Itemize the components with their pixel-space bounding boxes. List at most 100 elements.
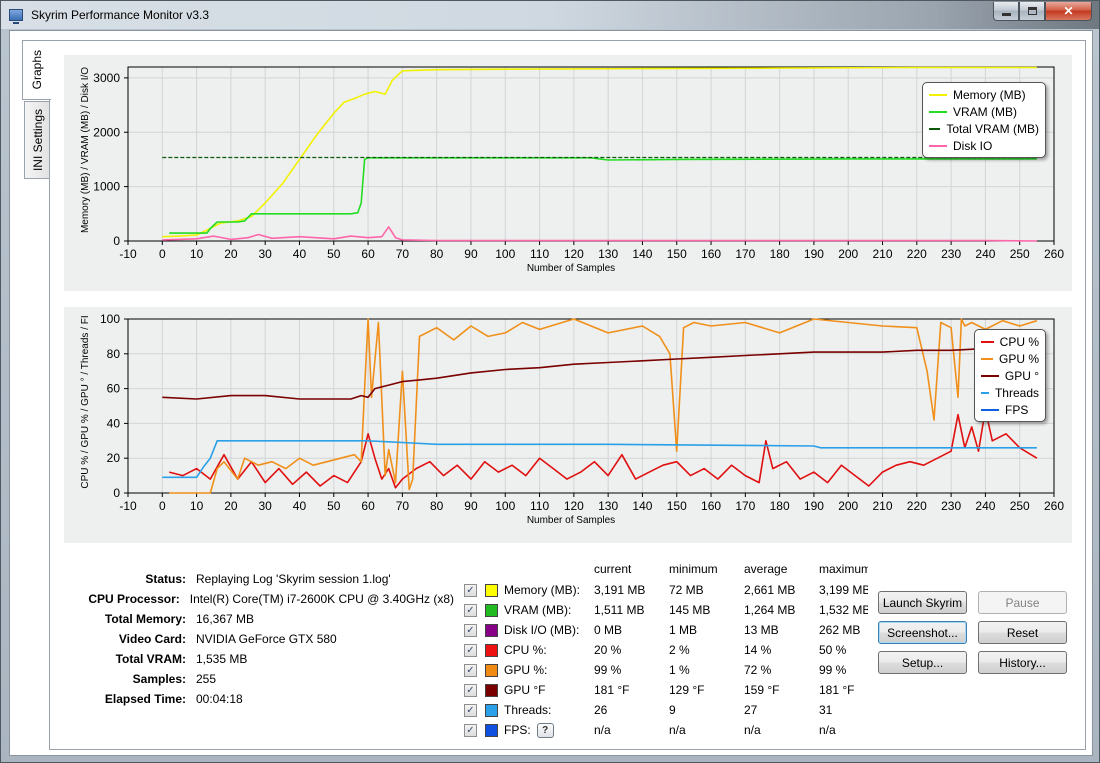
info-row-cpu: CPU Processor: Intel(R) Core(TM) i7-2600…: [74, 589, 454, 609]
y-tick-label: 1000: [93, 180, 120, 194]
tab-ini-settings[interactable]: INI Settings: [24, 101, 50, 179]
legend-item: GPU °: [981, 367, 1039, 384]
y-tick-label: 100: [100, 312, 120, 326]
stat-current: 26: [594, 703, 608, 717]
legend-swatch: [929, 93, 947, 96]
tab-graphs[interactable]: Graphs: [22, 40, 51, 100]
stat-name-text: GPU %:: [504, 663, 548, 677]
stat-average: 1,264 MB: [744, 603, 796, 617]
series-visibility-checkbox[interactable]: ✓: [464, 724, 477, 737]
stat-row: ✓ GPU °F 181 °F 129 °F 159 °F 181 °F: [464, 681, 868, 701]
x-tick-label: 230: [941, 499, 961, 513]
setup-button[interactable]: Setup...: [878, 651, 967, 674]
history-button[interactable]: History...: [978, 651, 1067, 674]
x-axis-title: Number of Samples: [527, 515, 615, 526]
x-tick-label: 250: [1010, 499, 1030, 513]
title-bar[interactable]: Skyrim Performance Monitor v3.3 ✕: [1, 1, 1099, 29]
stat-maximum: 31: [819, 703, 833, 717]
series-visibility-checkbox[interactable]: ✓: [464, 664, 477, 677]
cpu-processor-value: Intel(R) Core(TM) i7-2600K CPU @ 3.40GHz…: [189, 592, 454, 606]
series-visibility-checkbox[interactable]: ✓: [464, 684, 477, 697]
legend-item: FPS: [981, 401, 1039, 418]
stat-name-text: FPS:: [504, 723, 531, 737]
header-current: current: [594, 562, 632, 576]
series-color-swatch: [485, 604, 498, 617]
fps-help-button[interactable]: ?: [536, 723, 554, 739]
screenshot-button[interactable]: Screenshot...: [878, 621, 967, 644]
header-maximum: maximum: [819, 562, 868, 576]
x-tick-label: 140: [632, 499, 652, 513]
x-tick-label: 10: [190, 247, 204, 261]
stat-minimum: 1 %: [669, 663, 690, 677]
x-tick-label: 110: [530, 247, 549, 261]
stat-name: Threads:: [504, 703, 551, 717]
reset-button[interactable]: Reset: [978, 621, 1067, 644]
stat-minimum: 129 °F: [669, 683, 705, 697]
stat-name: Disk I/O (MB):: [504, 623, 579, 637]
x-tick-label: 170: [735, 499, 755, 513]
status-label: Status:: [145, 572, 186, 586]
x-tick-label: 70: [396, 499, 410, 513]
stat-name-text: Disk I/O (MB):: [504, 623, 580, 637]
x-tick-label: 100: [495, 247, 515, 261]
legend-item: Threads: [981, 384, 1039, 401]
series-line-0: [169, 408, 1038, 489]
series-line-3: [162, 440, 1037, 479]
series-visibility-checkbox[interactable]: ✓: [464, 584, 477, 597]
tab-graphs-label: Graphs: [30, 50, 44, 90]
legend-item: GPU %: [981, 350, 1039, 367]
legend-swatch: [981, 374, 999, 377]
stat-average: 72 %: [744, 663, 772, 677]
window-title: Skyrim Performance Monitor v3.3: [31, 8, 210, 22]
x-tick-label: 170: [735, 247, 755, 261]
series-visibility-checkbox[interactable]: ✓: [464, 704, 477, 717]
series-color-swatch: [485, 624, 498, 637]
series-color-swatch: [485, 704, 498, 717]
series-color-swatch: [485, 644, 498, 657]
series-color-swatch: [485, 664, 498, 677]
samples-value: 255: [196, 672, 217, 686]
x-tick-label: 180: [770, 499, 790, 513]
series-visibility-checkbox[interactable]: ✓: [464, 624, 477, 637]
x-tick-label: 200: [838, 247, 858, 261]
minimize-button[interactable]: [993, 2, 1019, 21]
x-tick-label: -10: [119, 499, 137, 513]
x-tick-label: 60: [361, 247, 375, 261]
stat-average: 14 %: [744, 643, 772, 657]
series-line-0: [162, 66, 1037, 238]
launch-skyrim-button[interactable]: Launch Skyrim: [878, 591, 967, 614]
x-tick-label: 200: [838, 499, 858, 513]
x-tick-label: 190: [804, 499, 824, 513]
x-tick-label: 210: [873, 499, 893, 513]
series-visibility-checkbox[interactable]: ✓: [464, 604, 477, 617]
series-visibility-checkbox[interactable]: ✓: [464, 644, 477, 657]
x-tick-label: 40: [293, 247, 307, 261]
app-monitor-icon[interactable]: [9, 9, 23, 24]
cpu-gpu-chart-legend: CPU % GPU % GPU ° Threads FPS: [974, 329, 1046, 422]
pause-button[interactable]: Pause: [978, 591, 1067, 614]
x-tick-label: 160: [701, 499, 721, 513]
legend-label: Memory (MB): [953, 87, 1026, 102]
x-tick-label: 60: [361, 499, 375, 513]
legend-swatch: [981, 391, 989, 394]
x-tick-label: 50: [327, 499, 341, 513]
total-memory-label: Total Memory:: [104, 612, 186, 626]
legend-swatch: [929, 110, 947, 113]
stat-average: 2,661 MB: [744, 583, 796, 597]
y-axis-title: CPU % / GPU % / GPU ° / Threads / FI: [80, 315, 91, 488]
header-minimum: minimum: [669, 562, 718, 576]
x-tick-label: 160: [701, 247, 721, 261]
legend-swatch: [929, 127, 941, 130]
stat-row: ✓ FPS:? n/a n/a n/a n/a: [464, 721, 868, 741]
x-tick-label: 20: [224, 499, 238, 513]
legend-item: Total VRAM (MB): [929, 120, 1039, 137]
series-color-swatch: [485, 684, 498, 697]
x-tick-label: 80: [430, 499, 444, 513]
legend-item: VRAM (MB): [929, 103, 1039, 120]
maximize-button[interactable]: [1019, 2, 1045, 21]
stat-row: ✓ CPU %: 20 % 2 % 14 % 50 %: [464, 641, 868, 661]
legend-item: CPU %: [981, 333, 1039, 350]
close-button[interactable]: ✕: [1045, 2, 1092, 21]
total-memory-value: 16,367 MB: [196, 612, 255, 626]
